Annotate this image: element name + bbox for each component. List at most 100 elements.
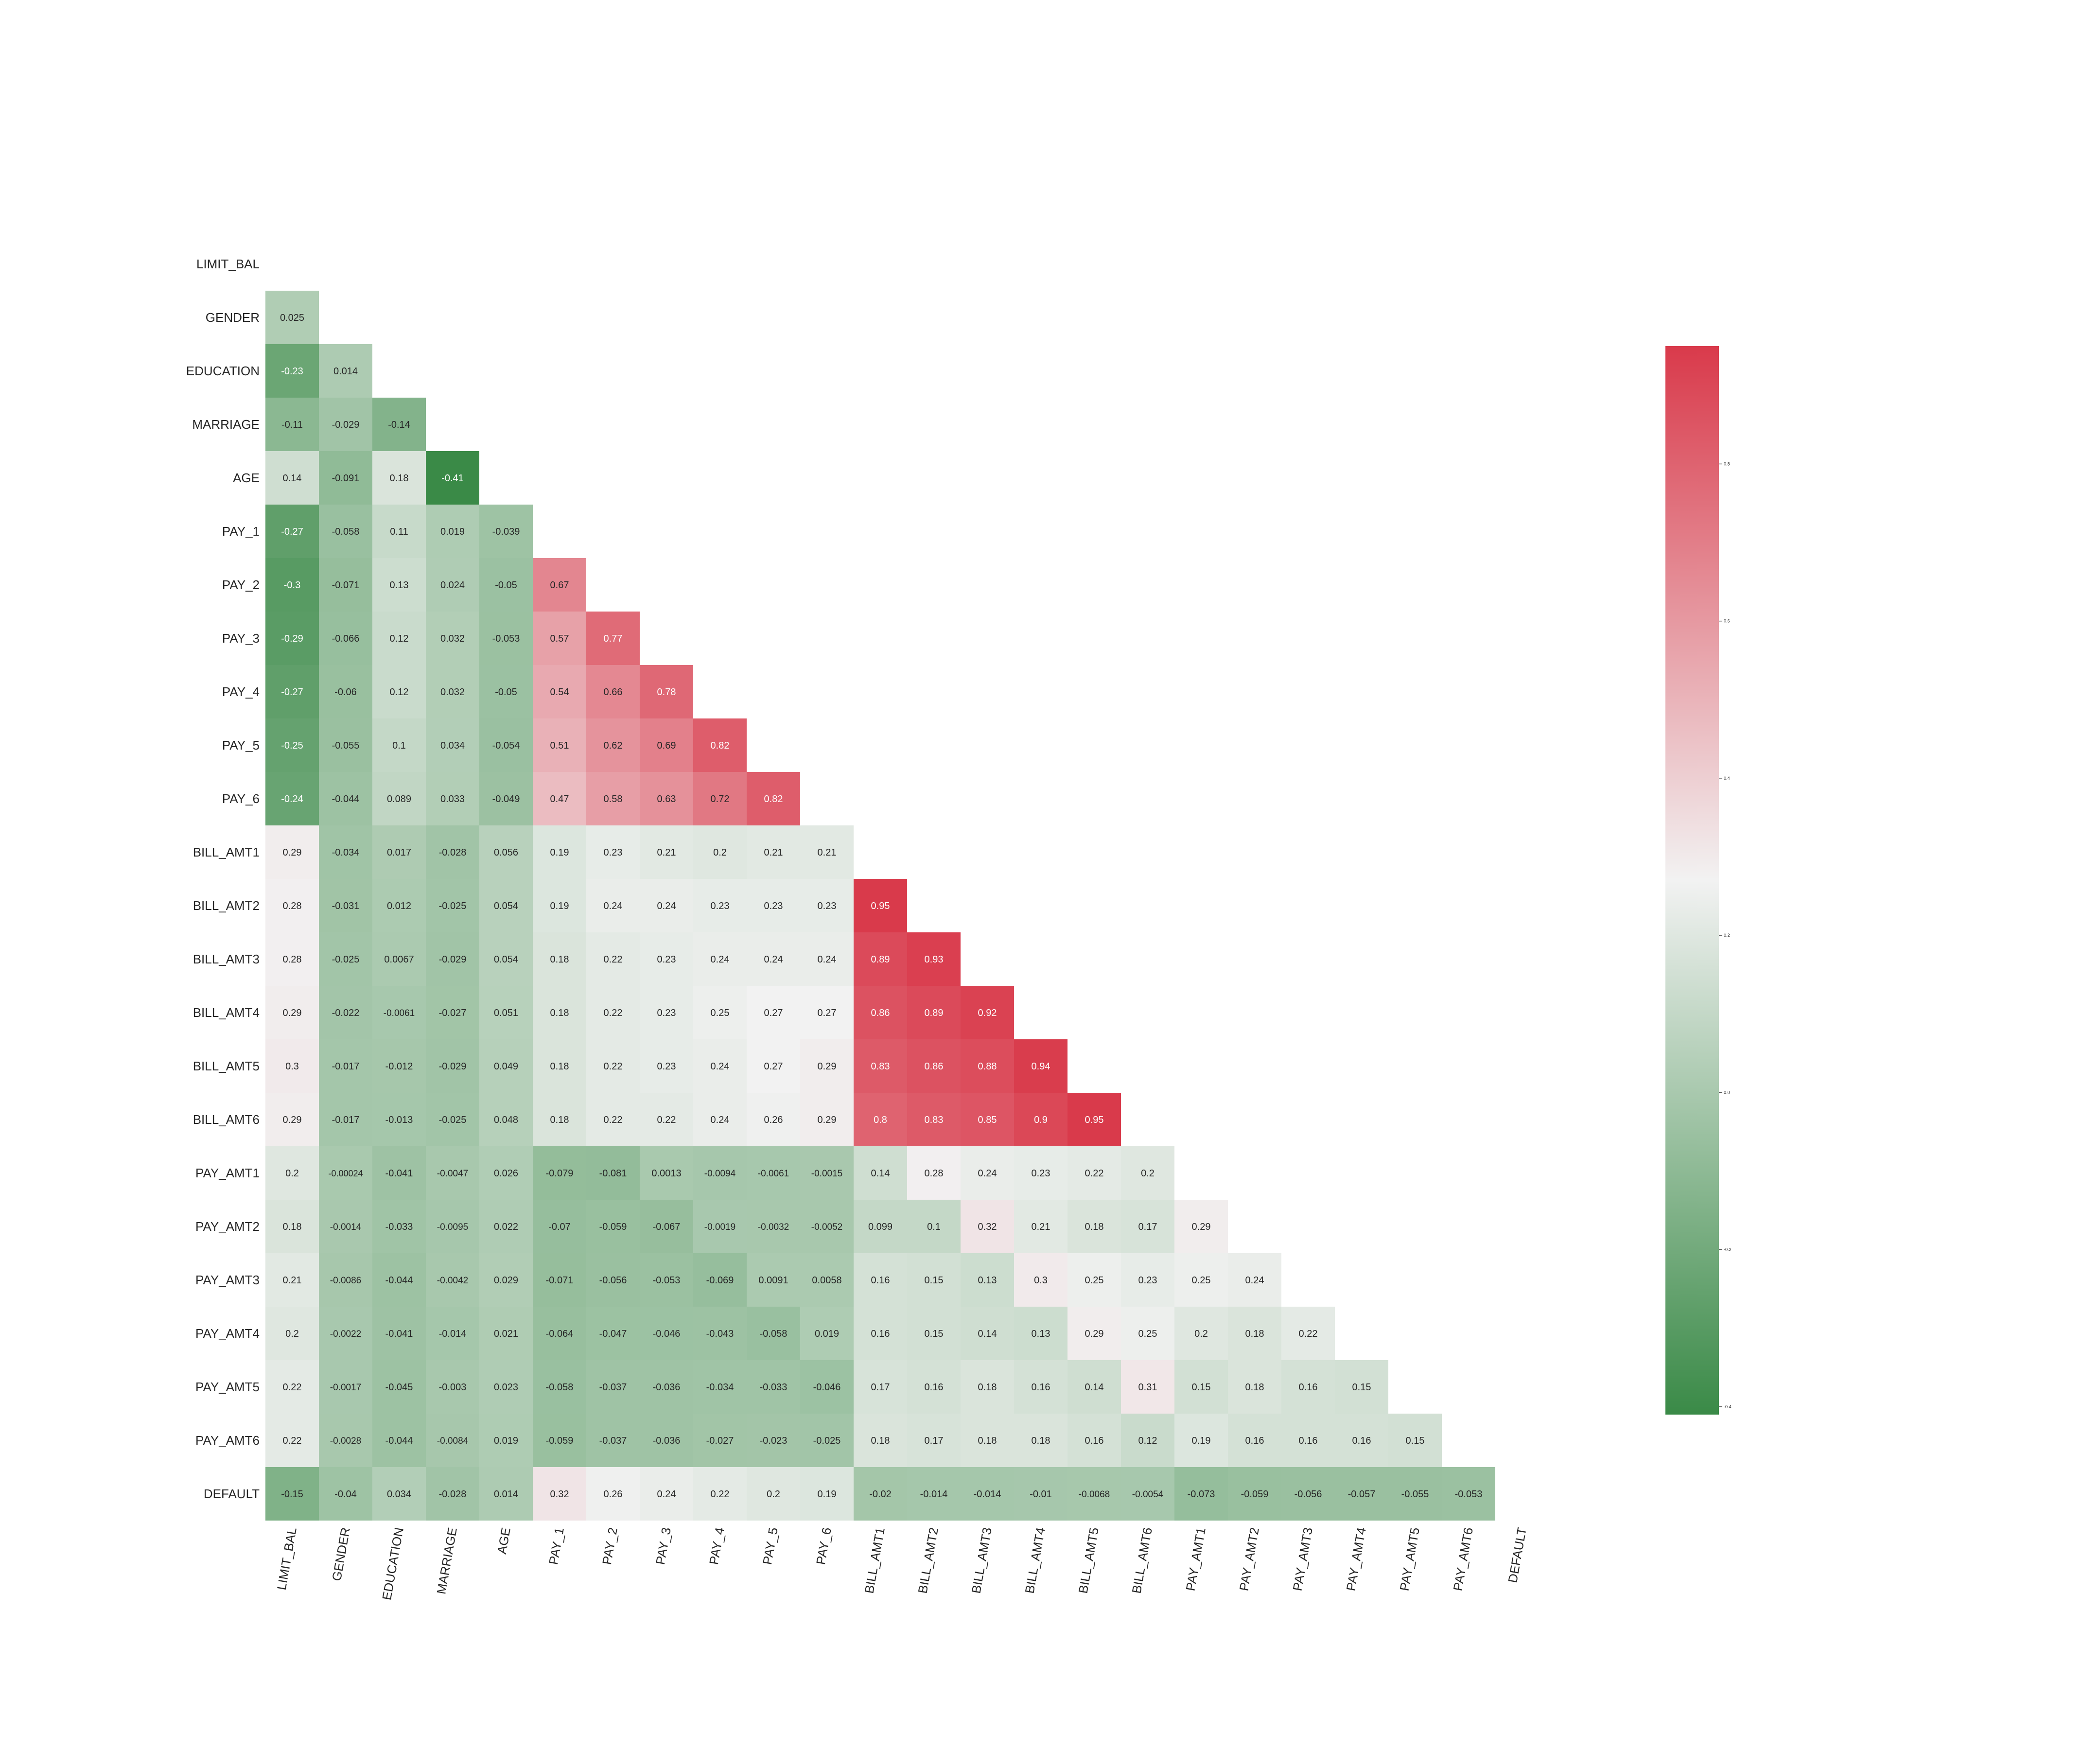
heatmap-cell <box>800 1039 854 1093</box>
heatmap-cell <box>1228 1360 1281 1414</box>
heatmap-cell <box>426 1039 479 1093</box>
cell-value-label: 0.22 <box>657 1115 676 1125</box>
cell-value-label: 0.021 <box>494 1329 518 1339</box>
heatmap-cell <box>479 1467 533 1521</box>
cell-value-label: -0.045 <box>385 1382 413 1393</box>
cell-value-label: 0.27 <box>764 1008 783 1018</box>
cell-value-label: 0.85 <box>978 1115 997 1125</box>
cell-value-label: 0.25 <box>1192 1275 1211 1286</box>
cell-value-label: 0.29 <box>818 1061 837 1072</box>
row-label: BILL_AMT2 <box>193 898 260 913</box>
heatmap-cell <box>426 1200 479 1253</box>
heatmap-cell <box>265 612 319 665</box>
heatmap-cell <box>426 718 479 772</box>
row-label: PAY_AMT3 <box>195 1273 260 1287</box>
cell-value-label: -0.081 <box>599 1168 627 1179</box>
cell-value-label: -0.0095 <box>437 1222 468 1232</box>
cell-value-label: -0.0068 <box>1079 1489 1110 1500</box>
cell-value-label: 0.29 <box>1085 1329 1104 1339</box>
cell-value-label: -0.025 <box>439 901 467 911</box>
cell-value-label: -0.058 <box>546 1382 574 1393</box>
heatmap-cell <box>907 1467 961 1521</box>
heatmap-cell <box>533 1093 586 1146</box>
heatmap-cell <box>319 986 372 1039</box>
cell-value-label: 0.054 <box>494 901 518 911</box>
cell-value-label: -0.07 <box>548 1222 571 1232</box>
column-label: BILL_AMT5 <box>1076 1526 1102 1594</box>
heatmap-cell <box>800 825 854 879</box>
heatmap-cell <box>479 558 533 612</box>
colorbar-tick-label: 0.6 <box>1724 619 1730 624</box>
heatmap-cell <box>479 1146 533 1200</box>
cell-value-label: 0.2 <box>1194 1329 1208 1339</box>
cell-value-label: -0.06 <box>334 687 357 698</box>
heatmap-cell <box>1014 1093 1068 1146</box>
heatmap-cell <box>319 1146 372 1200</box>
heatmap-cell <box>693 1093 747 1146</box>
heatmap-cell <box>1121 1360 1174 1414</box>
heatmap-cell <box>265 1146 319 1200</box>
cell-value-label: 0.18 <box>1245 1382 1264 1393</box>
cell-value-label: 0.24 <box>657 901 676 911</box>
heatmap-cell <box>426 612 479 665</box>
cell-value-label: -0.046 <box>653 1329 681 1339</box>
heatmap-cell <box>319 718 372 772</box>
heatmap-cell <box>372 1253 426 1307</box>
cell-value-label: 0.57 <box>550 633 569 644</box>
cell-value-label: -0.23 <box>281 366 303 377</box>
cell-value-label: -0.066 <box>332 633 360 644</box>
heatmap-cell <box>693 825 747 879</box>
cell-value-label: 0.1 <box>392 740 406 751</box>
cell-value-label: 0.19 <box>1192 1435 1211 1446</box>
heatmap-cell <box>586 1414 640 1467</box>
heatmap-cell <box>533 1307 586 1360</box>
heatmap-cell <box>265 825 319 879</box>
cell-value-label: 0.13 <box>978 1275 997 1286</box>
cell-value-label: -0.036 <box>653 1382 681 1393</box>
cell-value-label: 0.27 <box>818 1008 837 1018</box>
heatmap-cell <box>1014 1360 1068 1414</box>
cell-value-label: -0.037 <box>599 1382 627 1393</box>
column-label: BILL_AMT4 <box>1022 1526 1048 1594</box>
cell-value-label: 0.18 <box>871 1435 890 1446</box>
heatmap-cell <box>265 879 319 932</box>
heatmap-cell <box>586 718 640 772</box>
heatmap-cell <box>1174 1467 1228 1521</box>
cell-value-label: -0.0061 <box>758 1169 789 1179</box>
heatmap-cell <box>533 772 586 825</box>
cell-value-label: -0.27 <box>281 526 303 537</box>
heatmap-cell <box>265 772 319 825</box>
heatmap-cell <box>265 665 319 718</box>
cell-value-label: 0.66 <box>604 687 623 698</box>
heatmap-cell <box>586 1307 640 1360</box>
heatmap-cell <box>372 1467 426 1521</box>
heatmap-cell <box>372 612 426 665</box>
heatmap-cell <box>265 558 319 612</box>
heatmap-cell <box>426 1093 479 1146</box>
cell-value-label: 0.26 <box>604 1489 623 1500</box>
cell-value-label: -0.036 <box>653 1435 681 1446</box>
heatmap-cell <box>426 1467 479 1521</box>
heatmap-cell <box>319 1414 372 1467</box>
cell-value-label: 0.72 <box>711 794 730 805</box>
heatmap-cell <box>1281 1360 1335 1414</box>
heatmap-cell <box>426 1307 479 1360</box>
heatmap-cell <box>319 1039 372 1093</box>
cell-value-label: -0.034 <box>706 1382 734 1393</box>
cell-value-label: 0.1 <box>927 1222 941 1232</box>
heatmap-cell <box>372 1200 426 1253</box>
heatmap-cell <box>372 1093 426 1146</box>
cell-value-label: 0.78 <box>657 687 676 698</box>
heatmap-cell <box>319 1467 372 1521</box>
cell-value-label: -0.014 <box>974 1489 1001 1500</box>
cell-value-label: 0.86 <box>925 1061 944 1072</box>
cell-value-label: 0.2 <box>713 847 727 858</box>
cell-value-label: 0.12 <box>390 687 409 698</box>
heatmap-cell <box>854 1414 907 1467</box>
heatmap-cell <box>1228 1307 1281 1360</box>
cell-value-label: 0.099 <box>868 1222 892 1232</box>
heatmap-cell <box>319 612 372 665</box>
cell-value-label: 0.95 <box>871 901 890 911</box>
cell-value-label: -0.017 <box>332 1115 360 1125</box>
